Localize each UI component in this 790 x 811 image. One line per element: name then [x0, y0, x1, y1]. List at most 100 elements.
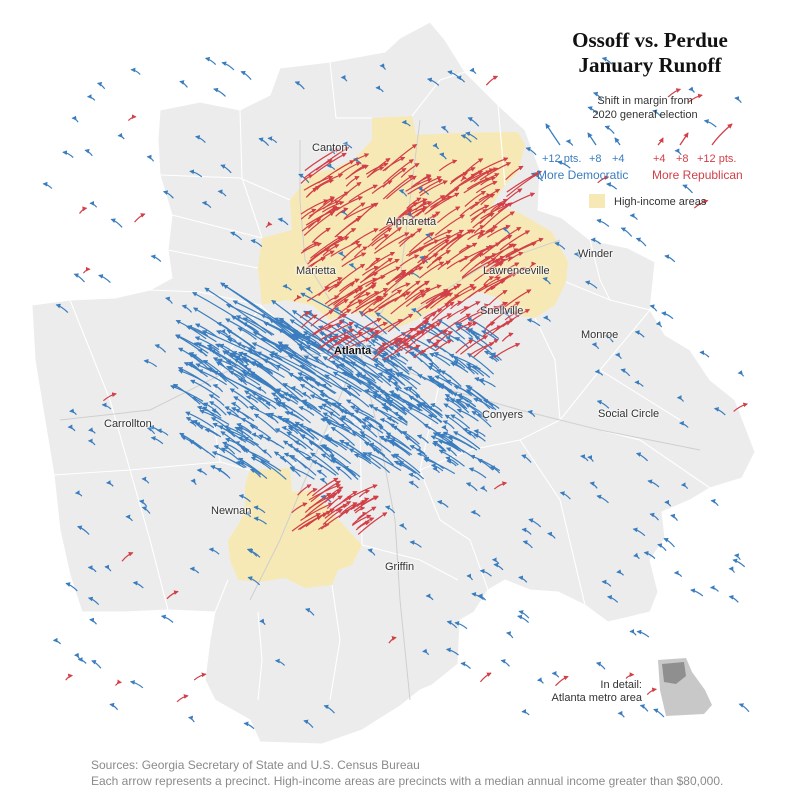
dem-arrow	[265, 401, 277, 410]
dem-arrow	[263, 321, 311, 349]
dem-arrow	[42, 181, 53, 189]
rep-arrow	[405, 344, 421, 354]
dem-arrow	[256, 396, 269, 404]
dem-arrow	[247, 548, 261, 558]
dem-arrow	[294, 421, 320, 441]
rep-arrow	[473, 262, 504, 282]
republican-shift-arrows	[65, 75, 749, 703]
dem-arrow	[165, 296, 173, 304]
dem-arrow	[664, 254, 676, 263]
rep-arrow	[307, 247, 331, 265]
dem-arrow	[226, 411, 259, 429]
rep-arrow	[291, 502, 308, 514]
dem-arrow	[223, 284, 299, 340]
dem-arrow	[366, 452, 402, 472]
dem-arrow	[606, 182, 618, 190]
dem-arrow	[298, 376, 314, 389]
dem-arrow	[249, 468, 262, 478]
dem-arrow	[406, 402, 421, 412]
city-label-marietta: Marietta	[296, 265, 336, 277]
dem-arrow	[208, 547, 220, 555]
dem-arrow	[223, 445, 236, 455]
dem-arrow	[713, 407, 726, 416]
dem-arrow	[489, 465, 501, 474]
rep-arrow	[414, 201, 428, 211]
rep-arrow	[529, 261, 537, 269]
dem-arrow	[633, 552, 640, 560]
dem-arrow	[590, 237, 601, 245]
dem-arrow	[427, 77, 440, 86]
dem-arrow	[435, 431, 465, 453]
rep-arrow	[460, 301, 481, 315]
rep-arrow	[351, 514, 372, 526]
rep-arrow	[369, 257, 381, 268]
rep-arrow	[335, 215, 363, 237]
rep-arrow	[400, 162, 420, 178]
dem-arrow	[260, 337, 287, 351]
rep-arrow	[687, 93, 703, 103]
rep-arrow	[457, 309, 486, 325]
rep-arrow	[435, 313, 471, 338]
dem-arrow	[188, 440, 216, 459]
dem-arrow	[595, 661, 606, 670]
dem-arrow	[411, 353, 429, 368]
dem-arrow	[101, 402, 112, 410]
rep-arrow	[320, 509, 350, 530]
rep-arrow	[301, 218, 322, 232]
dem-arrow	[225, 428, 259, 446]
dem-arrow	[353, 324, 379, 341]
rep-arrow	[350, 228, 379, 246]
dem-arrow	[639, 704, 649, 712]
rep-arrow	[333, 282, 355, 300]
dem-arrow	[217, 358, 247, 375]
dem-arrow	[87, 565, 97, 573]
dem-arrow	[206, 344, 220, 354]
dem-arrow	[289, 455, 307, 469]
dem-arrow	[453, 431, 481, 450]
dem-arrow	[559, 491, 571, 500]
dem-arrow	[359, 431, 392, 453]
rep-arrow	[493, 481, 508, 490]
rep-arrow	[504, 311, 520, 321]
dem-arrow	[587, 106, 599, 115]
dem-arrow	[215, 343, 232, 355]
dem-arrow	[709, 585, 719, 592]
dem-arrow	[238, 493, 251, 503]
dem-arrow	[272, 352, 360, 400]
dem-arrow	[342, 409, 362, 421]
rep-arrow	[345, 328, 375, 346]
dem-arrow	[521, 527, 532, 535]
dem-arrow	[242, 352, 273, 374]
rep-arrow	[501, 332, 514, 342]
rep-arrow	[313, 324, 334, 336]
dem-arrow	[432, 142, 440, 150]
dem-arrow	[542, 276, 551, 285]
dem-arrow	[629, 213, 638, 220]
dem-arrow	[543, 315, 551, 322]
dem-arrow	[323, 704, 335, 714]
dem-arrow	[250, 456, 272, 470]
dem-arrow	[466, 317, 500, 340]
city-label-snellville: Snellville	[480, 305, 524, 317]
rep-arrow	[555, 675, 569, 687]
dem-arrow	[104, 564, 112, 572]
dem-arrow	[211, 451, 245, 469]
dem-arrow	[129, 680, 144, 689]
dem-arrow	[732, 558, 746, 568]
dem-arrow	[383, 406, 408, 423]
dem-arrow	[383, 393, 410, 412]
dem-arrow	[360, 374, 377, 384]
dem-arrow	[617, 710, 625, 718]
dem-arrow	[699, 350, 710, 358]
dem-arrow	[89, 200, 98, 208]
dem-arrow	[470, 454, 501, 472]
rep-arrow	[306, 487, 318, 496]
rep-arrow	[326, 495, 343, 509]
rep-arrow	[459, 252, 484, 272]
dem-arrow	[454, 337, 470, 349]
rep-arrow	[371, 180, 393, 195]
footer-note: Each arrow represents a precinct. High-i…	[91, 774, 724, 788]
title-line-2: January Runoff	[578, 53, 722, 77]
rep-arrow	[476, 303, 490, 313]
dem-arrow	[445, 335, 454, 343]
